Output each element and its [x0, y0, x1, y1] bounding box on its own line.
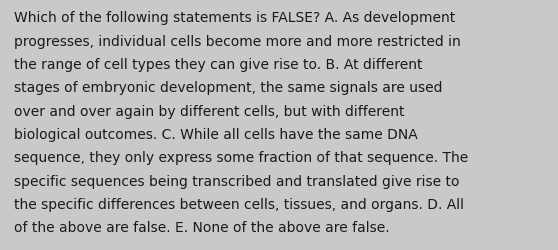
Text: of the above are false. E. None of the above are false.: of the above are false. E. None of the a…: [14, 220, 389, 234]
Text: the specific differences between cells, tissues, and organs. D. All: the specific differences between cells, …: [14, 197, 464, 211]
Text: progresses, individual cells become more and more restricted in: progresses, individual cells become more…: [14, 34, 461, 48]
Text: Which of the following statements is FALSE? A. As development: Which of the following statements is FAL…: [14, 11, 455, 25]
Text: specific sequences being transcribed and translated give rise to: specific sequences being transcribed and…: [14, 174, 459, 188]
Text: the range of cell types they can give rise to. B. At different: the range of cell types they can give ri…: [14, 58, 422, 72]
Text: biological outcomes. C. While all cells have the same DNA: biological outcomes. C. While all cells …: [14, 128, 418, 141]
Text: stages of embryonic development, the same signals are used: stages of embryonic development, the sam…: [14, 81, 442, 95]
Text: over and over again by different cells, but with different: over and over again by different cells, …: [14, 104, 405, 118]
Text: sequence, they only express some fraction of that sequence. The: sequence, they only express some fractio…: [14, 151, 468, 165]
